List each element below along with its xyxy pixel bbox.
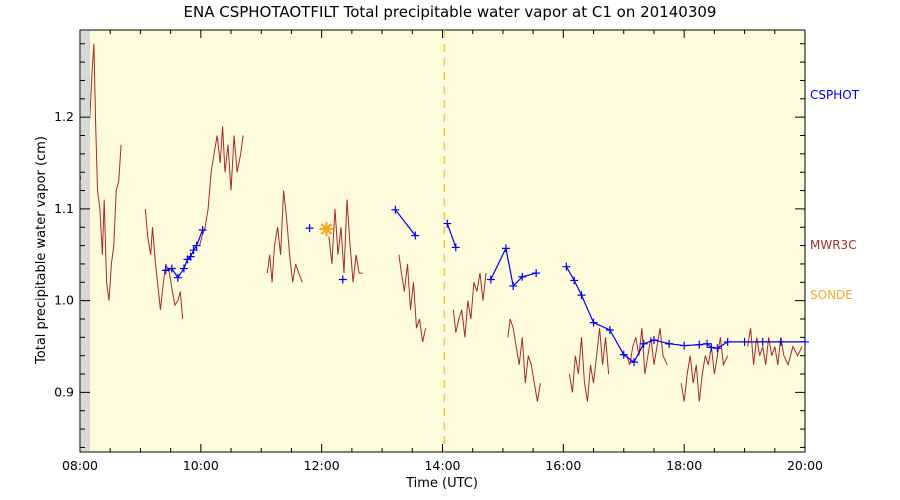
data-point [192, 241, 201, 250]
x-tick-label: 14:00 [424, 458, 460, 473]
series-sonde [319, 222, 334, 237]
data-point [695, 340, 704, 349]
legend-entry-mwr3c: MWR3C [810, 238, 857, 252]
plot-left-band [81, 31, 90, 451]
y-tick-label: 1.0 [54, 293, 74, 308]
plot-background [80, 30, 805, 452]
data-point [186, 252, 195, 261]
data-point [630, 358, 639, 367]
series-line [266, 190, 303, 283]
y-tick-label: 1.2 [54, 109, 74, 124]
series-line [199, 126, 244, 246]
series-line [398, 254, 427, 343]
data-point [723, 337, 732, 346]
series-line [394, 209, 416, 236]
data-point [589, 318, 598, 327]
data-point [707, 343, 716, 352]
series-line [328, 199, 363, 283]
x-tick-label: 08:00 [62, 458, 98, 473]
data-point [451, 243, 460, 252]
data-point [532, 269, 541, 278]
data-point [758, 337, 767, 346]
y-axis-label: Total precipitable water vapor (cm) [34, 136, 49, 365]
data-point [161, 266, 170, 275]
x-tick-label: 16:00 [545, 458, 581, 473]
data-point [319, 222, 334, 237]
x-tick-label: 10:00 [183, 458, 219, 473]
data-point [639, 339, 648, 348]
legend-entry-sonde: SONDE [810, 288, 853, 302]
data-point [570, 276, 579, 285]
data-point [619, 350, 628, 359]
data-point [198, 225, 207, 234]
series-line [568, 328, 610, 402]
data-point [713, 344, 722, 353]
x-tick-label: 20:00 [787, 458, 823, 473]
data-point [179, 264, 188, 273]
series-line [446, 223, 457, 248]
series-line [680, 337, 729, 402]
series-line [144, 208, 184, 320]
data-point [338, 275, 347, 284]
data-point [509, 281, 518, 290]
legend: CSPHOT MWR3C SONDE [810, 88, 860, 302]
data-point [665, 339, 674, 348]
data-point [411, 231, 420, 240]
data-point [443, 219, 452, 228]
series-mwr3c [79, 43, 803, 402]
data-point [173, 273, 182, 282]
data-point [518, 272, 527, 281]
y-tick-label: 0.9 [54, 384, 74, 399]
series-line [507, 318, 541, 402]
data-point [391, 205, 400, 214]
data-point [189, 246, 198, 255]
x-tick-label: 18:00 [666, 458, 702, 473]
axes-group: 08:00 10:00 12:00 14:00 16:00 18:00 20:00 0.9 1.… [54, 30, 823, 473]
data-point [801, 337, 809, 346]
data-point [486, 275, 495, 284]
legend-entry-csphot: CSPHOT [810, 88, 860, 102]
data-point [680, 341, 689, 350]
data-point [703, 339, 712, 348]
series-csphot [161, 205, 809, 367]
data-point [577, 291, 586, 300]
data-point [649, 336, 658, 345]
data-point [740, 337, 749, 346]
data-point [776, 337, 785, 346]
x-tick-label: 12:00 [304, 458, 340, 473]
series-line [452, 273, 487, 338]
data-point [501, 244, 510, 253]
x-axis-label: Time (UTC) [405, 476, 478, 491]
data-point [562, 262, 571, 271]
series-line [747, 328, 803, 367]
data-point [605, 325, 614, 334]
y-tick-label: 1.1 [54, 201, 74, 216]
series-line [626, 328, 668, 375]
series-group [79, 43, 809, 402]
data-point [305, 224, 314, 233]
chart-title: ENA CSPHOTAOTFILT Total precipitable wat… [184, 3, 717, 21]
data-point [167, 264, 176, 273]
